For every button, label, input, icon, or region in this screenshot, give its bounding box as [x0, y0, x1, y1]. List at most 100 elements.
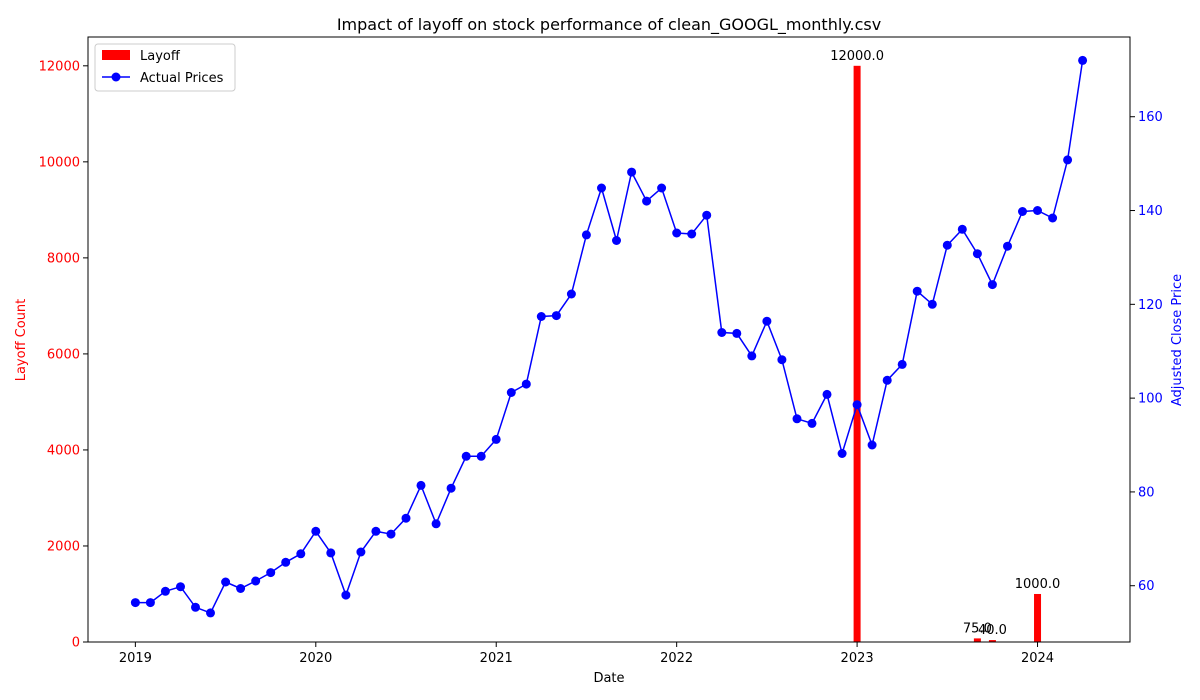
price-point — [762, 316, 772, 326]
price-point — [326, 548, 336, 558]
right-y-tick-label: 60 — [1138, 579, 1155, 594]
price-point — [401, 513, 411, 523]
price-point — [356, 547, 366, 557]
legend-layoff-swatch — [102, 50, 130, 60]
price-point — [431, 519, 441, 529]
price-point — [371, 526, 381, 536]
price-point — [807, 418, 817, 428]
layoff-bar-value-label: 40.0 — [978, 623, 1007, 638]
legend-price-swatch-marker — [111, 72, 121, 82]
layoff-bar — [988, 640, 996, 642]
x-tick-label: 2023 — [841, 651, 874, 666]
price-point — [145, 598, 155, 608]
price-point — [657, 183, 667, 193]
price-point — [296, 549, 306, 559]
left-y-tick-label: 2000 — [47, 539, 80, 554]
price-point — [732, 328, 742, 338]
price-point — [416, 480, 426, 490]
price-point — [206, 608, 215, 618]
price-point — [536, 312, 546, 321]
price-line-series — [130, 55, 1088, 618]
price-point — [506, 388, 516, 397]
price-point — [912, 286, 922, 296]
layoff-bar — [853, 65, 861, 643]
right-y-tick-label: 120 — [1138, 298, 1163, 313]
left-y-tick-label: 10000 — [39, 155, 80, 170]
price-point — [446, 483, 456, 493]
price-point — [1048, 213, 1058, 223]
left-y-axis-title: Layoff Count — [14, 299, 29, 382]
right-y-axis-title: Adjusted Close Price — [1170, 274, 1185, 406]
price-point — [266, 568, 276, 578]
right-y-tick-label: 160 — [1138, 110, 1163, 125]
price-point — [1078, 55, 1088, 65]
price-point — [957, 224, 967, 234]
layoff-bar-value-label: 75.0 — [963, 621, 992, 636]
price-point — [176, 582, 185, 592]
price-point — [566, 289, 576, 299]
price-point — [897, 359, 907, 369]
price-point — [822, 389, 832, 399]
price-point — [612, 236, 621, 245]
right-y-tick-label: 100 — [1138, 392, 1163, 407]
price-point — [236, 584, 246, 593]
x-tick-label: 2022 — [660, 651, 693, 666]
price-point — [281, 557, 291, 567]
left-y-tick-label: 0 — [72, 636, 80, 651]
x-tick-label: 2021 — [480, 651, 513, 666]
left-y-tick-label: 12000 — [39, 59, 80, 74]
price-point — [551, 311, 561, 321]
price-point — [491, 434, 501, 444]
price-point — [777, 355, 787, 365]
legend: Layoff Actual Prices — [94, 43, 236, 92]
price-point — [221, 577, 231, 587]
layoff-bar-value-label: 12000.0 — [830, 49, 884, 64]
left-y-tick-label: 8000 — [47, 251, 80, 266]
price-point — [1018, 207, 1027, 216]
price-point — [311, 526, 321, 536]
x-tick-label: 2019 — [119, 651, 152, 666]
price-point — [717, 328, 727, 337]
price-point — [867, 440, 877, 450]
price-point — [1003, 241, 1012, 251]
x-axis: 2019 2020 2021 2022 2023 2024 — [119, 642, 1054, 666]
price-point — [882, 375, 892, 385]
chart-title: Impact of layoff on stock performance of… — [337, 15, 881, 35]
price-point — [987, 280, 997, 290]
price-point — [702, 210, 712, 220]
x-tick-label: 2020 — [299, 651, 332, 666]
legend-layoff-label: Layoff — [140, 49, 181, 64]
price-point — [747, 351, 757, 361]
price-point — [191, 602, 200, 612]
right-y-tick-label: 80 — [1138, 485, 1155, 500]
price-point — [672, 228, 682, 238]
layoff-bar-value-label: 1000.0 — [1015, 577, 1061, 592]
right-y-tick-label: 140 — [1138, 204, 1163, 219]
price-point — [597, 183, 606, 193]
price-point — [1063, 155, 1073, 165]
price-point — [927, 299, 937, 309]
x-tick-label: 2024 — [1021, 651, 1054, 666]
x-axis-title: Date — [593, 671, 624, 686]
legend-price-label: Actual Prices — [140, 71, 224, 86]
price-point — [627, 167, 637, 177]
price-point — [476, 451, 486, 461]
price-point — [1033, 206, 1042, 215]
plot-frame — [87, 36, 1131, 643]
price-point — [687, 229, 697, 239]
left-y-axis: 0 2000 4000 6000 8000 10000 12000 — [39, 59, 88, 651]
layoff-bar — [1034, 593, 1042, 642]
price-point — [160, 586, 170, 596]
price-point — [642, 196, 652, 206]
left-y-tick-label: 6000 — [47, 347, 80, 362]
price-point — [461, 451, 471, 461]
price-point — [521, 379, 531, 389]
price-point — [130, 598, 140, 608]
price-line — [135, 60, 1084, 614]
price-point — [837, 449, 847, 458]
layoff-bars: 12000.0 75.040.0 1000.0 — [830, 49, 1061, 643]
price-point — [581, 230, 591, 240]
price-point — [852, 400, 862, 410]
right-y-axis: 60 80 100 120 140 160 — [1130, 110, 1163, 594]
